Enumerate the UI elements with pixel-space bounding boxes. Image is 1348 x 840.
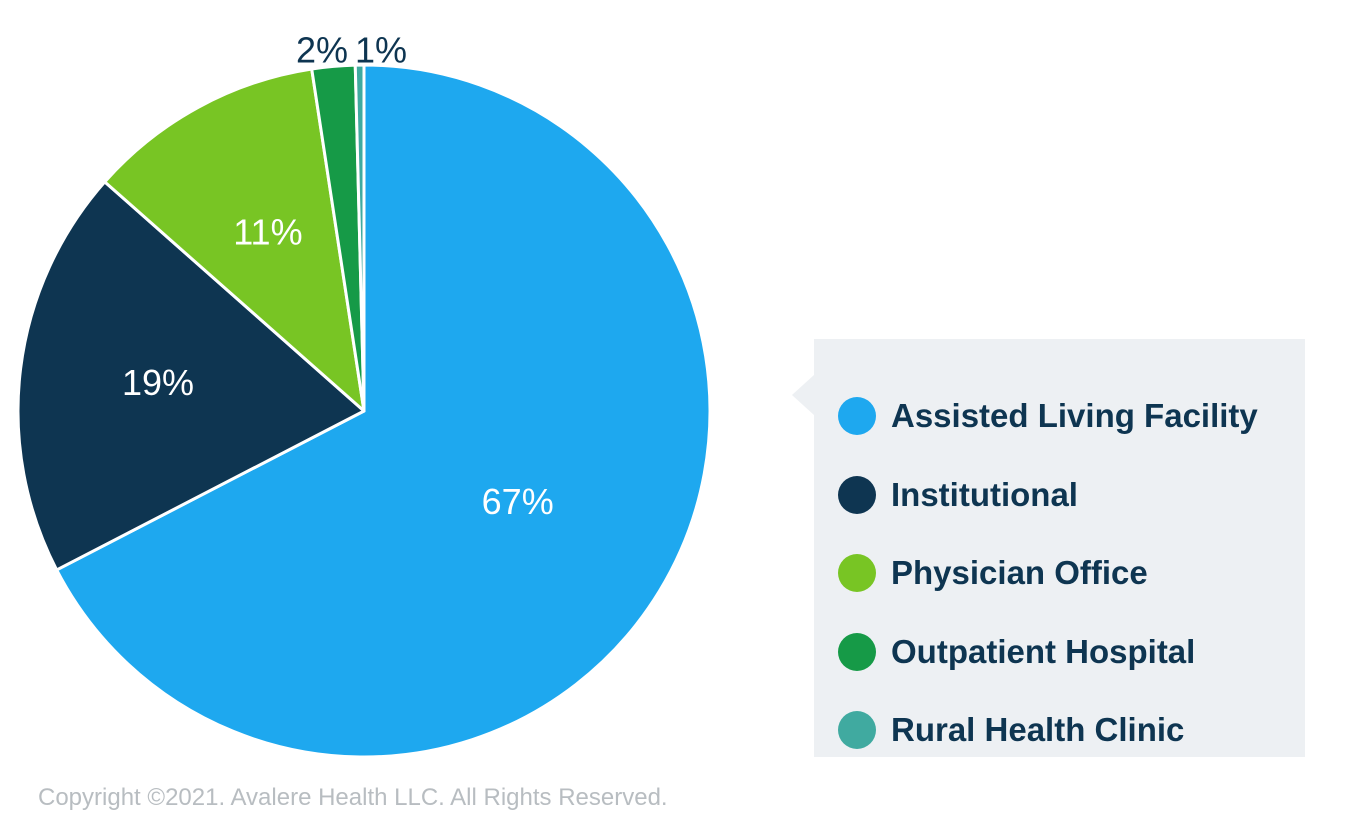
legend-item-rural-health-clinic: Rural Health Clinic [838,691,1258,770]
legend-label: Assisted Living Facility [891,397,1258,435]
legend-label: Outpatient Hospital [891,632,1196,670]
pie-slice-physician-office [103,67,366,413]
pie-label-assisted-living-facility: 67% [482,481,554,522]
pie-label-outpatient-hospital: 2% [296,30,348,71]
legend-label: Rural Health Clinic [891,711,1185,749]
legend-item-physician-office: Physician Office [838,534,1258,613]
legend-label: Physician Office [891,554,1148,592]
legend-swatch [838,632,876,671]
legend-swatch [838,711,876,750]
copyright-text: Copyright ©2021. Avalere Health LLC. All… [38,784,668,811]
legend-item-outpatient-hospital: Outpatient Hospital [838,613,1258,692]
legend-swatch [838,554,876,593]
pie-slice-institutional [16,180,366,572]
pie-slice-assisted-living-facility [55,63,712,759]
pie-label-institutional: 19% [122,362,194,403]
legend-pointer [792,375,814,415]
pie-label-rural-health-clinic: 1% [355,30,407,71]
legend-label: Institutional [891,475,1078,513]
legend-item-institutional: Institutional [838,456,1258,535]
pie-chart: 67% 19% 11% 2% 1% [16,30,712,759]
legend-list: Assisted Living Facility Institutional Phy… [838,377,1258,770]
legend-swatch [838,475,876,514]
legend-swatch [838,397,876,436]
pie-label-physician-office: 11% [233,211,302,252]
pie-slices [16,63,712,759]
pie-labels: 67% 19% 11% 2% 1% [122,30,554,523]
legend-item-assisted-living-facility: Assisted Living Facility [838,377,1258,456]
pie-slice-rural-health-clinic [353,63,366,413]
legend: Assisted Living Facility Institutional Phy… [814,339,1305,757]
